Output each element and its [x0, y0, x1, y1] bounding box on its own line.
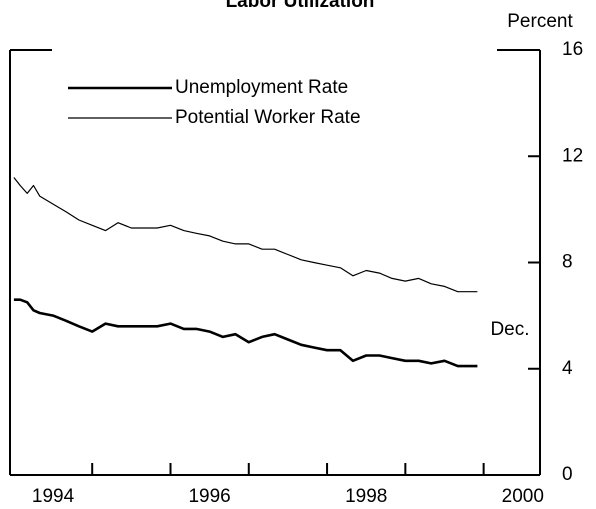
annotation: Dec. — [490, 319, 529, 340]
x-tick-label: 1994 — [32, 486, 75, 507]
y-tick-label: 12 — [562, 145, 583, 166]
line-series — [13, 298, 478, 368]
y-tick-label: 0 — [562, 464, 573, 485]
x-tick-label: 1998 — [345, 486, 387, 507]
x-tick-label: 1996 — [188, 486, 230, 507]
y-tick-label: 4 — [562, 358, 573, 379]
x-tick-label: 2000 — [502, 486, 544, 507]
chart-title: Labor Utilization — [226, 0, 375, 12]
legend-label: Potential Worker Rate — [175, 107, 361, 128]
y-tick-label: 16 — [562, 39, 583, 60]
legend-label: Unemployment Rate — [175, 77, 348, 98]
y-axis-label: Percent — [507, 11, 573, 32]
line-series — [13, 177, 478, 293]
y-tick-label: 8 — [562, 252, 573, 273]
